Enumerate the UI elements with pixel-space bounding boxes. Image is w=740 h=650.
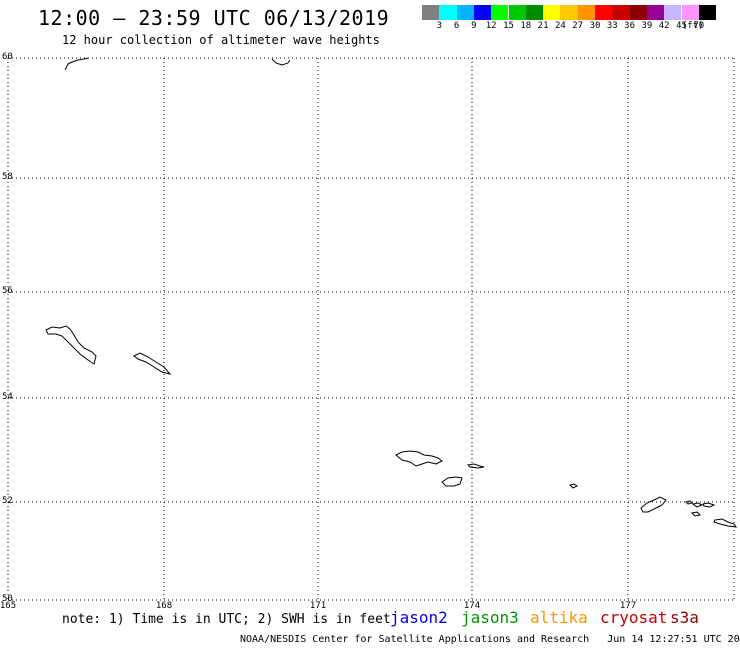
island-umnak <box>395 450 443 467</box>
satellite-legend-jason2: jason2 <box>390 608 448 627</box>
colorbar-label: 18 <box>520 21 532 31</box>
latitude-label: 56 <box>2 286 13 296</box>
island <box>690 511 702 517</box>
island <box>441 476 463 487</box>
latitude-label: 50 <box>2 594 13 604</box>
colorbar-label: 36 <box>624 21 636 31</box>
colorbar-labels: 3 6 9 12 15 18 21 24 27 30 33 36 39 42 45 70 (ft) <box>422 21 740 35</box>
colorbar-swatch <box>456 5 474 20</box>
longitude-label: 177 <box>619 601 637 611</box>
satellite-legend-s3a: s3a <box>670 608 699 627</box>
colorbar-label: 9 <box>471 21 477 31</box>
colorbar-label: 3 <box>436 21 443 31</box>
island-unimak <box>45 325 97 365</box>
colorbar-swatch <box>595 5 613 20</box>
colorbar-swatch <box>422 5 440 20</box>
colorbar-label: 21 <box>537 21 549 31</box>
colorbar-swatch <box>629 5 647 20</box>
map-subtitle: 12 hour collection of altimeter wave hei… <box>62 33 380 47</box>
colorbar-label: 70 <box>693 21 705 31</box>
colorbar-swatch <box>681 5 699 20</box>
island <box>702 502 716 508</box>
colorbar-label: 12 <box>485 21 497 31</box>
island <box>133 352 172 375</box>
colorbar-swatch <box>543 5 561 20</box>
island <box>569 483 578 489</box>
colorbar-label: 42 <box>658 21 670 31</box>
colorbar-swatch <box>612 5 630 20</box>
colorbar-swatch <box>473 5 492 20</box>
colorbar-label: 27 <box>572 21 584 31</box>
colorbar-swatch <box>508 5 526 20</box>
coastline-segment <box>64 57 89 71</box>
colorbar-swatch <box>525 5 544 20</box>
colorbar-label: 24 <box>554 21 566 31</box>
longitude-label: 171 <box>309 601 327 611</box>
latitude-label: 60 <box>2 52 13 62</box>
longitude-label: 168 <box>155 601 173 611</box>
satellite-legend-altika: altika <box>530 608 588 627</box>
colorbar-swatch <box>491 5 509 20</box>
island-unalaska <box>640 496 667 513</box>
credit-timestamp: Jun 14 12:27:51 UTC 2019 <box>607 634 740 645</box>
colorbar-label: 30 <box>589 21 601 31</box>
coastline-segment <box>271 58 291 66</box>
colorbar-label: 39 <box>641 21 653 31</box>
colorbar-label: 6 <box>453 21 460 31</box>
latitude-label: 52 <box>2 496 13 506</box>
colorbar-swatch <box>664 5 682 20</box>
colorbar-swatch <box>646 5 665 20</box>
colorbar-swatch <box>560 5 578 20</box>
island <box>685 500 693 505</box>
colorbar-swatch <box>698 5 717 20</box>
footer-credit: NOAA/NESDIS Center for Satellite Applica… <box>240 634 740 645</box>
island <box>691 502 704 508</box>
colorbar-swatch <box>577 5 595 20</box>
map-title: 12:00 — 23:59 UTC 06/13/2019 <box>38 6 390 30</box>
satellite-legend-jason3: jason3 <box>461 608 519 627</box>
colorbar-label: 33 <box>606 21 618 31</box>
colorbar-label: (ft) <box>681 21 704 31</box>
colorbar-label: 45 <box>676 21 687 31</box>
map-grid <box>7 57 735 601</box>
latitude-label: 54 <box>2 392 13 402</box>
footer-note: note: 1) Time is in UTC; 2) SWH is in fe… <box>62 612 391 627</box>
coastline <box>45 57 738 528</box>
island <box>713 518 738 528</box>
longitude-label: 174 <box>463 601 481 611</box>
longitude-label: 165 <box>0 601 17 611</box>
latitude-label: 58 <box>2 172 13 182</box>
island <box>466 463 485 469</box>
satellite-legend-cryosat: cryosat <box>600 608 668 627</box>
colorbar-swatch <box>439 5 457 20</box>
colorbar-label: 15 <box>503 21 514 31</box>
credit-agency: NOAA/NESDIS Center for Satellite Applica… <box>240 634 590 645</box>
